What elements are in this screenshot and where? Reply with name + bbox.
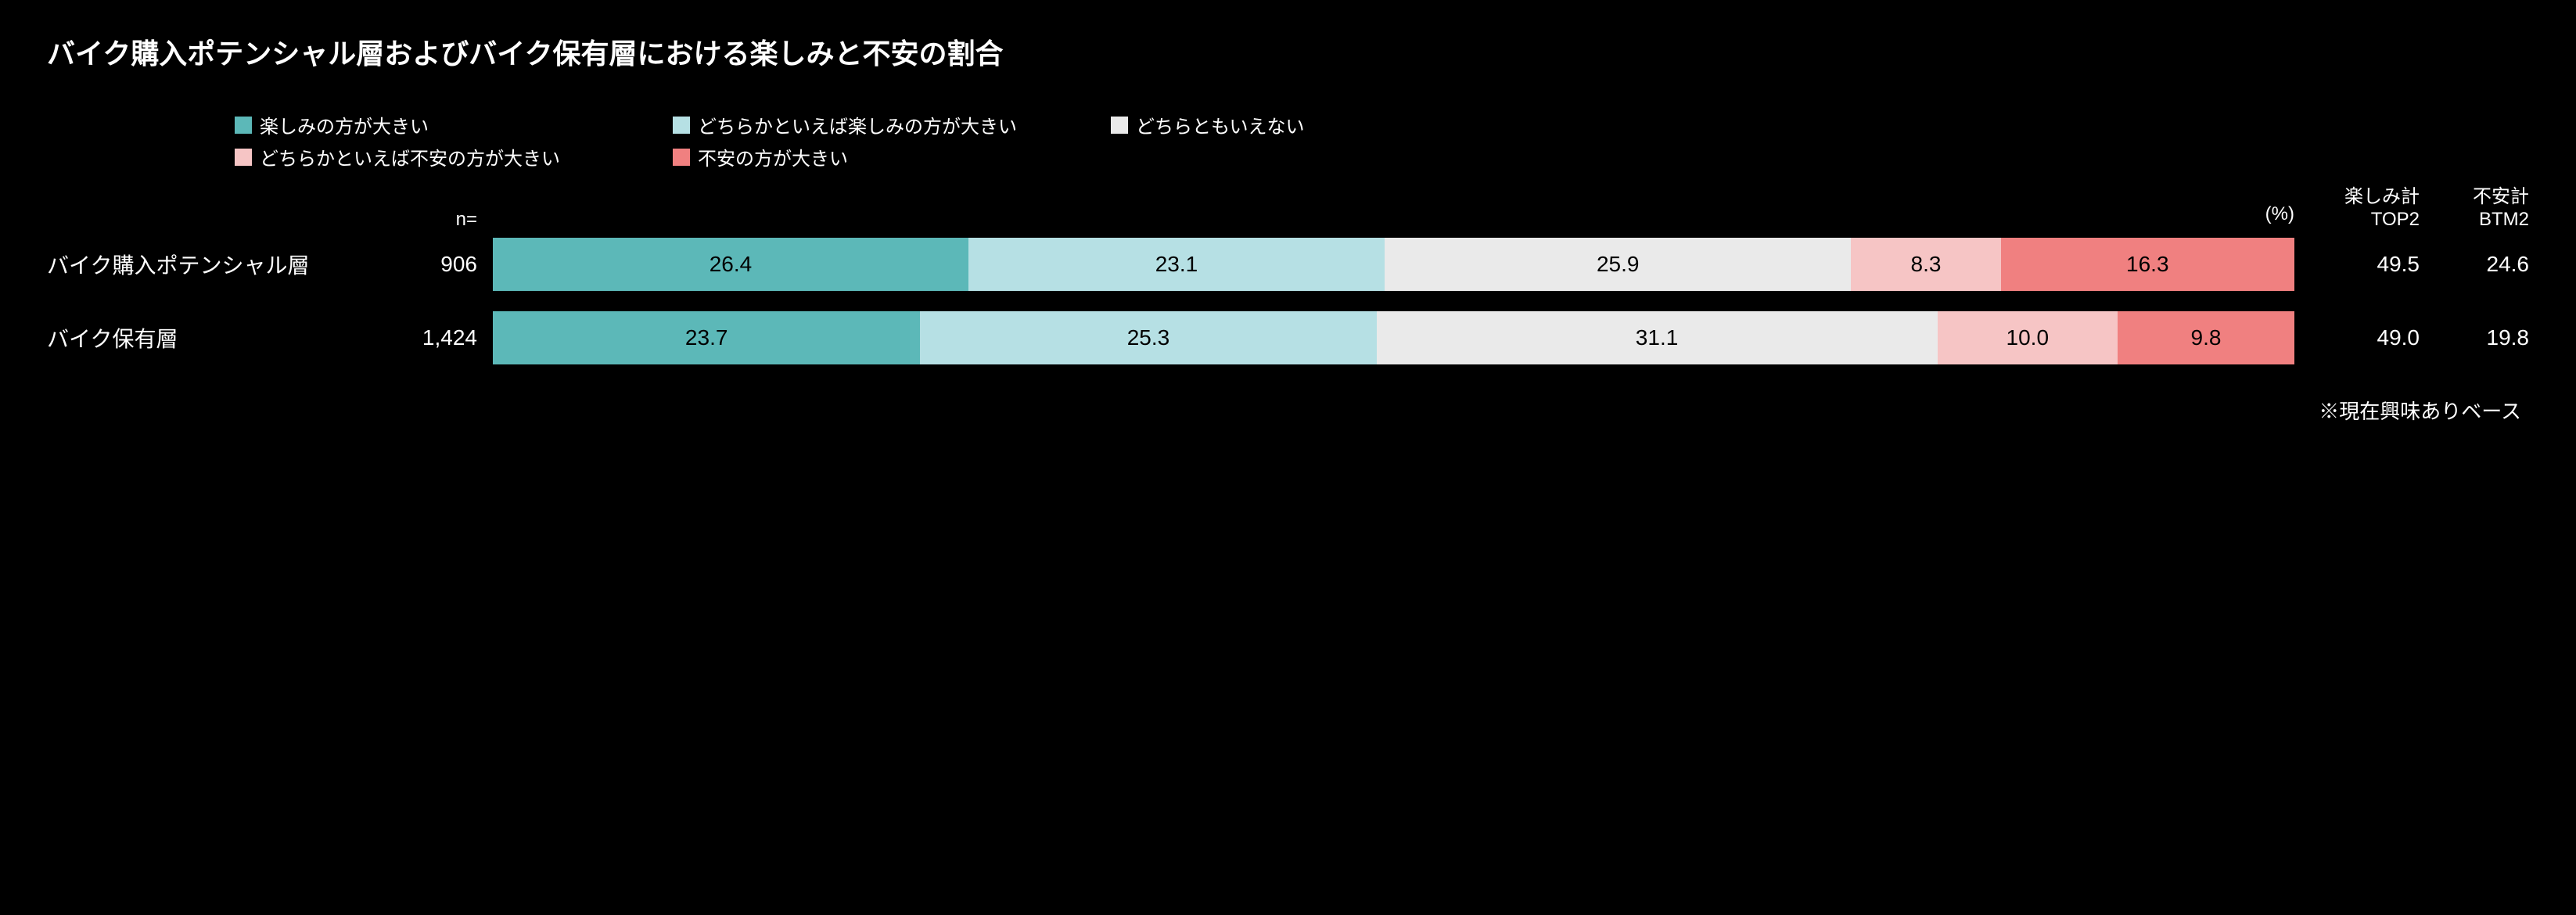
legend-label: 楽しみの方が大きい	[260, 111, 429, 138]
legend-item: どちらともいえない	[1111, 111, 1502, 138]
footnote: ※現在興味ありベース	[47, 396, 2529, 425]
data-row: バイク保有層1,424 23.725.331.110.09.849.019.8	[47, 311, 2529, 364]
stacked-bar: 23.725.331.110.09.8	[493, 311, 2294, 364]
btm2-value: 24.6	[2420, 252, 2529, 277]
percent-mark: (%)	[2265, 203, 2294, 225]
top2-value: 49.0	[2294, 325, 2420, 350]
bar-segment: 31.1	[1377, 311, 1938, 364]
n-header: n=	[383, 209, 493, 231]
legend-swatch	[673, 117, 690, 134]
data-row: バイク購入ポテンシャル層906 26.423.125.98.316.349.524…	[47, 238, 2529, 291]
bar-segment: 25.3	[920, 311, 1376, 364]
legend-label: 不安の方が大きい	[698, 143, 848, 170]
legend: 楽しみの方が大きい どちらかといえば楽しみの方が大きい どちらともいえない どち…	[235, 111, 2529, 170]
btm2-value: 19.8	[2420, 325, 2529, 350]
bar-segment: 23.1	[968, 238, 1385, 291]
bar-segment: 25.9	[1385, 238, 1851, 291]
legend-swatch	[673, 149, 690, 166]
legend-swatch	[1111, 117, 1128, 134]
stacked-bar: 26.423.125.98.316.3	[493, 238, 2294, 291]
bar-segment: 23.7	[493, 311, 920, 364]
bar-segment: 10.0	[1938, 311, 2118, 364]
legend-label: どちらかといえば楽しみの方が大きい	[698, 111, 1017, 138]
bar-segment: 16.3	[2001, 238, 2294, 291]
top2-header: 楽しみ計 TOP2	[2294, 186, 2420, 231]
chart-title: バイク購入ポテンシャル層およびバイク保有層における楽しみと不安の割合	[47, 31, 2529, 72]
top2-value: 49.5	[2294, 252, 2420, 277]
btm2-header: 不安計 BTM2	[2420, 186, 2529, 231]
legend-label: どちらともいえない	[1136, 111, 1305, 138]
row-label: バイク保有層	[47, 322, 383, 353]
legend-item: 不安の方が大きい	[673, 143, 1064, 170]
bar-segment: 26.4	[493, 238, 968, 291]
legend-item: 楽しみの方が大きい	[235, 111, 626, 138]
legend-item: どちらかといえば不安の方が大きい	[235, 143, 626, 170]
legend-label: どちらかといえば不安の方が大きい	[260, 143, 560, 170]
legend-swatch	[235, 149, 252, 166]
legend-swatch	[235, 117, 252, 134]
n-value: 1,424	[383, 325, 477, 350]
bar-segment: 8.3	[1851, 238, 2000, 291]
legend-item: どちらかといえば楽しみの方が大きい	[673, 111, 1064, 138]
bar-segment: 9.8	[2118, 311, 2294, 364]
n-value: 906	[383, 252, 477, 277]
column-headers: n= (%) 楽しみ計 TOP2 不安計 BTM2	[47, 186, 2529, 231]
row-label: バイク購入ポテンシャル層	[47, 249, 383, 280]
